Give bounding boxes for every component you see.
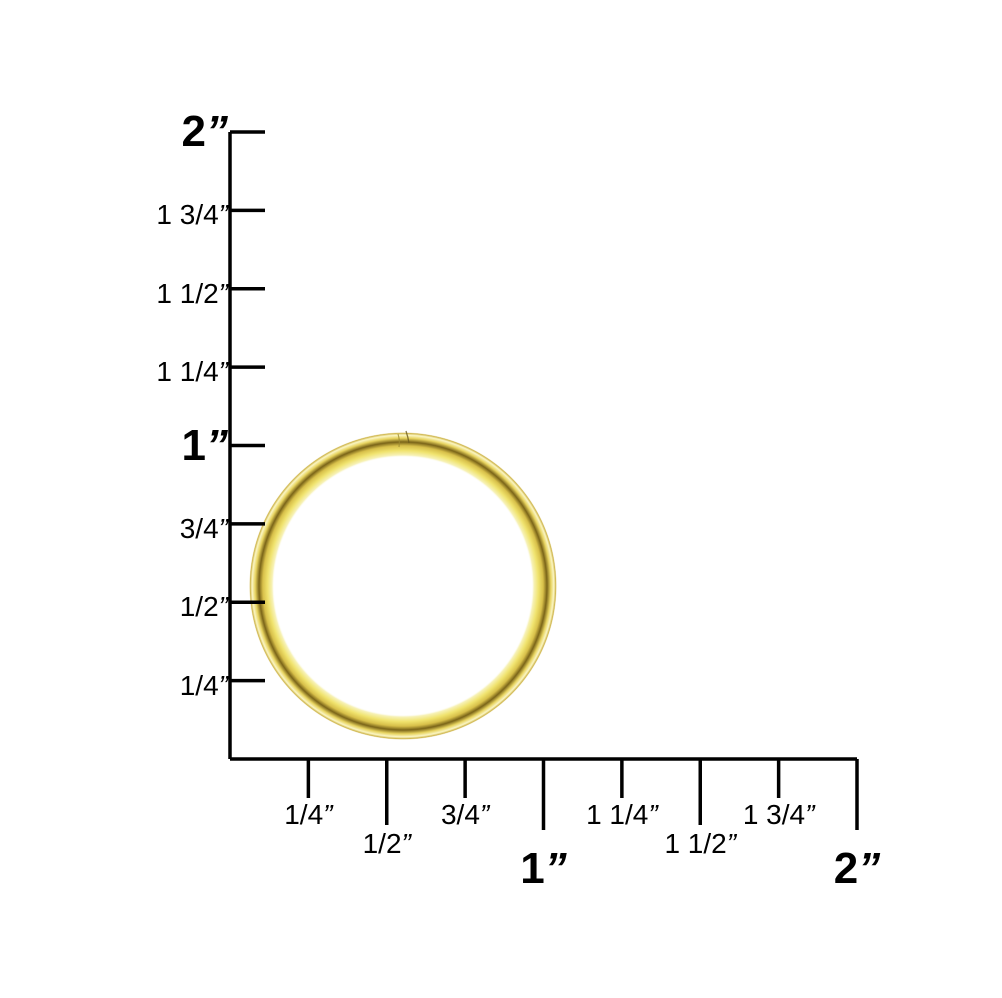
svg-text:2”: 2” <box>182 107 228 156</box>
svg-text:2”: 2” <box>834 844 880 893</box>
svg-text:1/2”: 1/2” <box>180 591 230 622</box>
svg-text:3/4”: 3/4” <box>441 799 491 830</box>
svg-text:3/4”: 3/4” <box>180 513 230 544</box>
svg-text:1”: 1” <box>520 844 566 893</box>
svg-text:1”: 1” <box>182 421 228 470</box>
svg-text:1 1/4”: 1 1/4” <box>156 356 229 387</box>
svg-text:1/2”: 1/2” <box>363 828 413 859</box>
svg-text:1/4”: 1/4” <box>180 670 230 701</box>
svg-text:1 1/2”: 1 1/2” <box>664 828 737 859</box>
svg-text:1/4”: 1/4” <box>284 799 334 830</box>
svg-text:1 1/2”: 1 1/2” <box>156 278 229 309</box>
svg-text:1 3/4”: 1 3/4” <box>156 199 229 230</box>
svg-text:1 1/4”: 1 1/4” <box>586 799 659 830</box>
svg-text:1 3/4”: 1 3/4” <box>743 799 816 830</box>
